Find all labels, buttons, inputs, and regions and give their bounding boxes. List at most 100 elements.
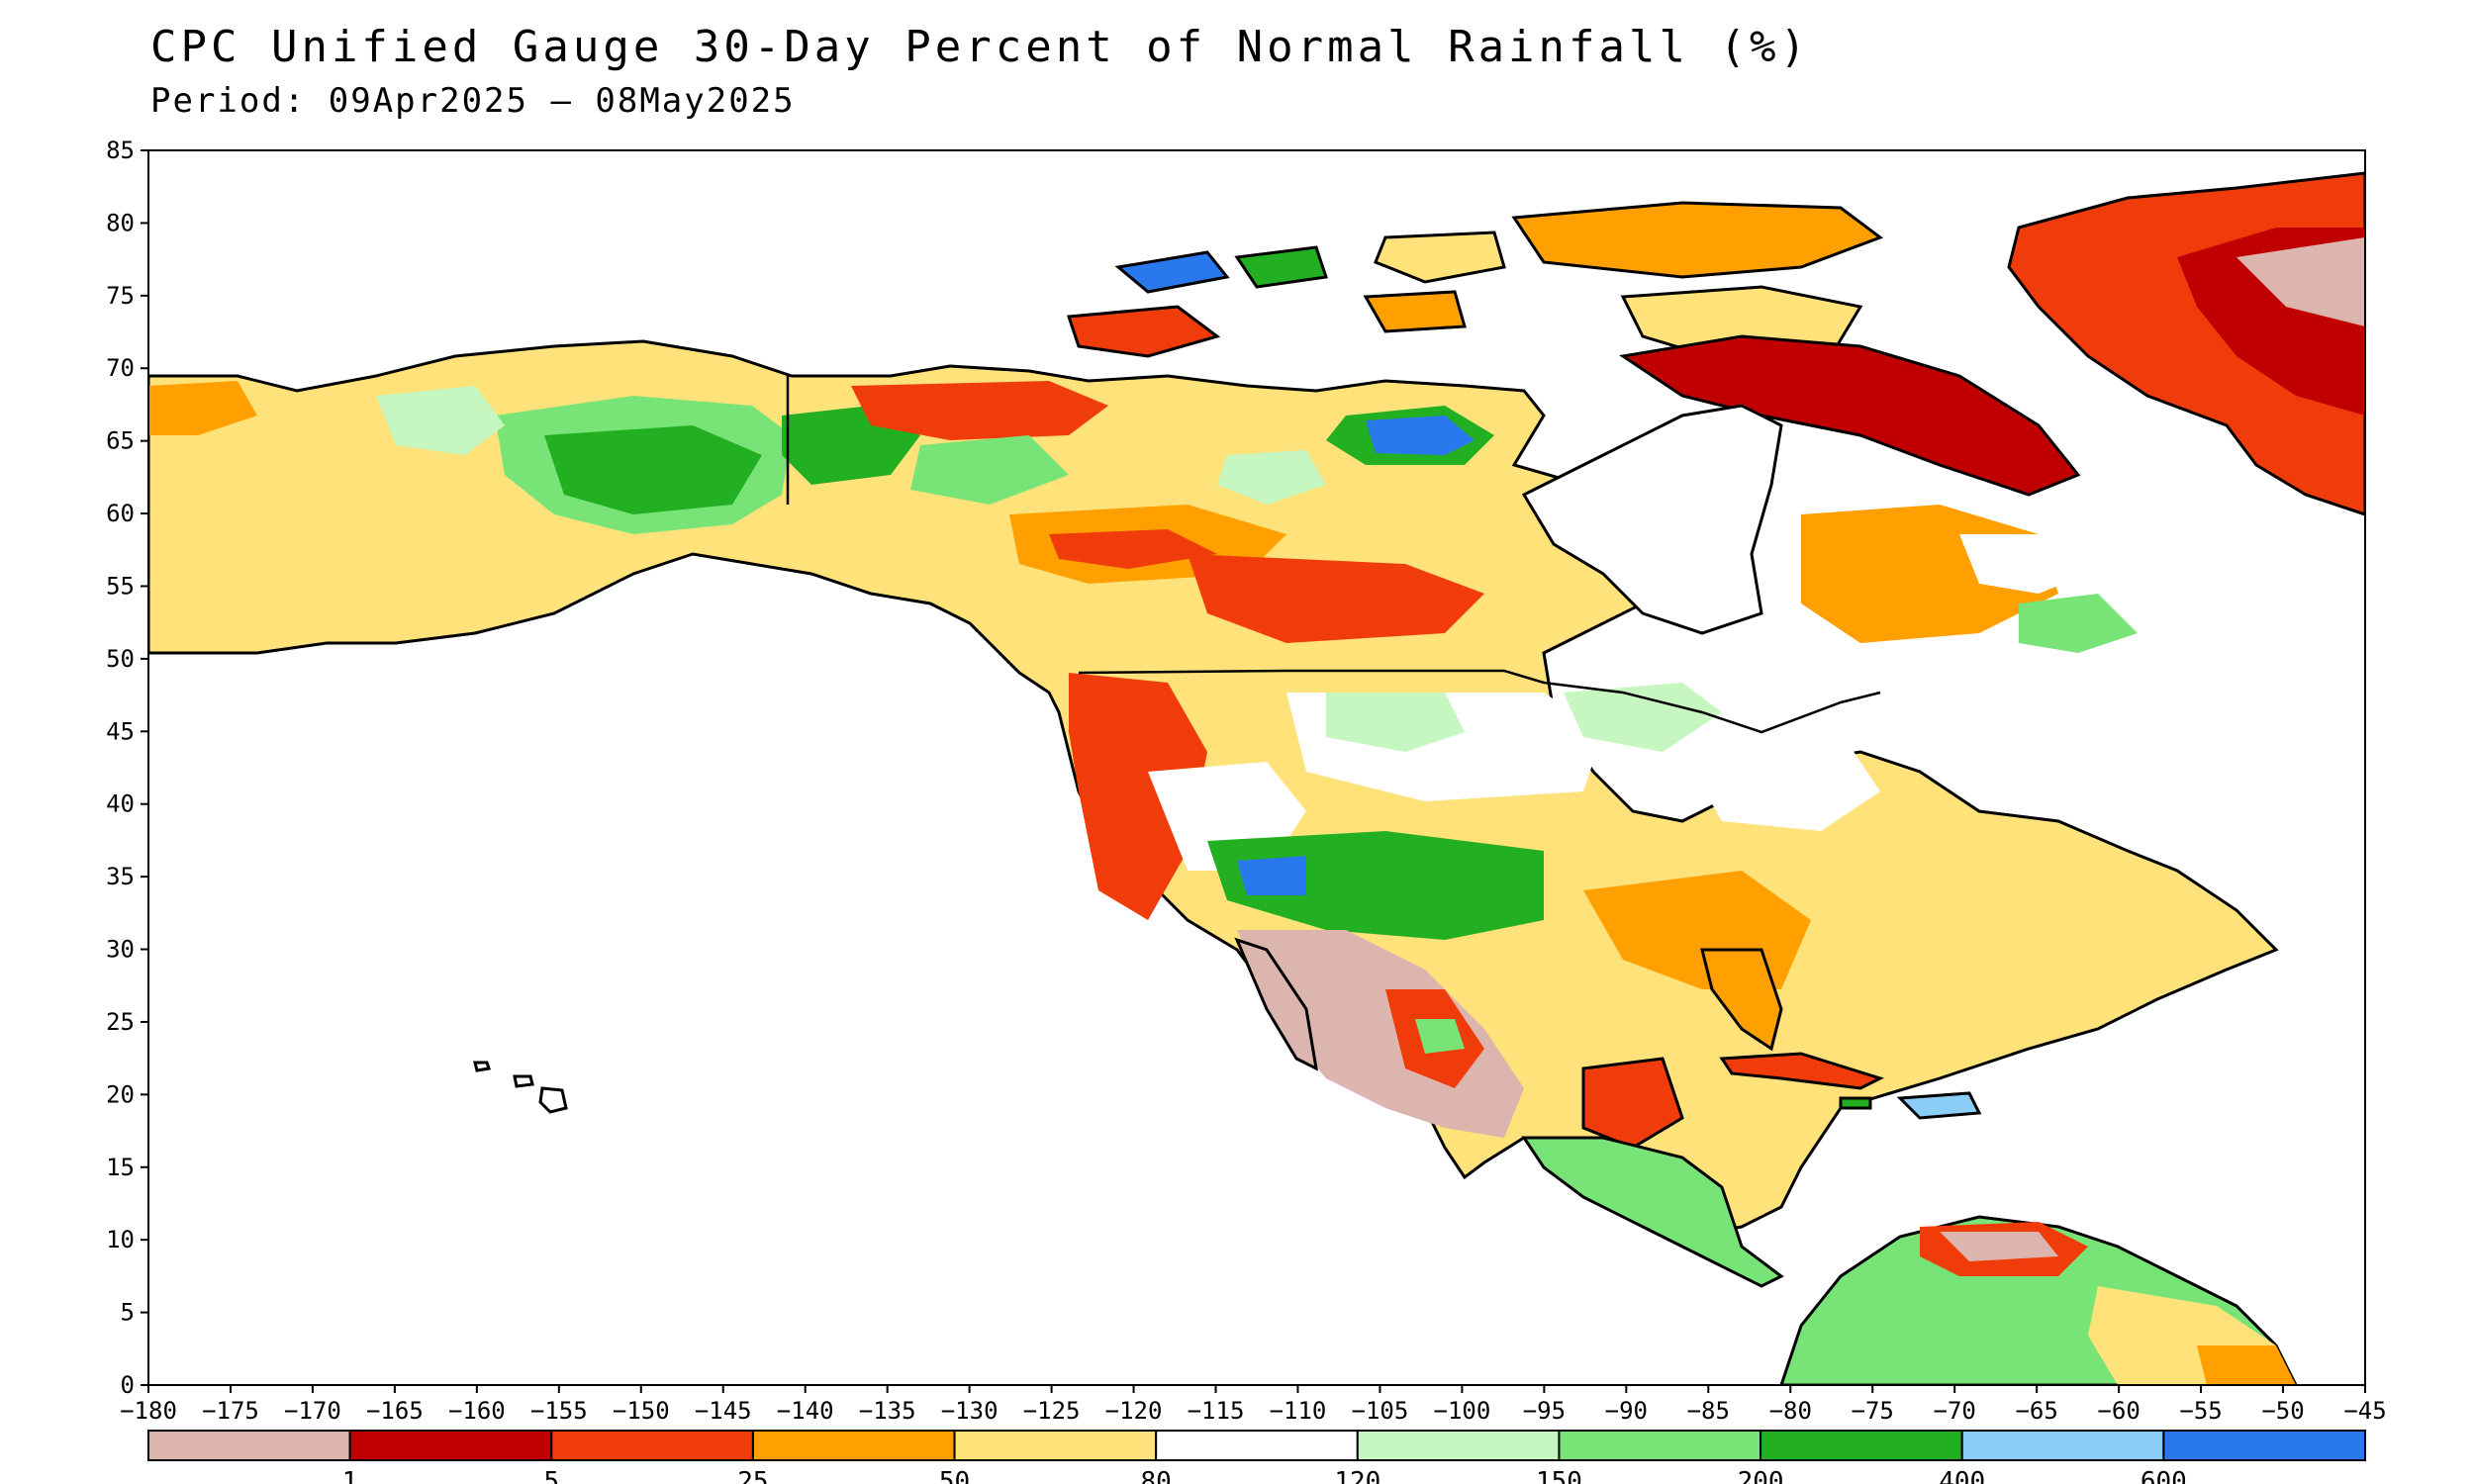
colorbar-swatch xyxy=(953,1430,1158,1461)
lat-tick-label: 45 xyxy=(106,717,135,745)
arctic-island-2 xyxy=(1374,231,1506,284)
lat-tick-label: 0 xyxy=(121,1371,135,1399)
mexico-green-patch xyxy=(1415,1019,1465,1054)
colorbar-swatch xyxy=(1760,1430,1963,1461)
colorbar-label: 200 xyxy=(1738,1467,1784,1484)
colorbar-swatch xyxy=(550,1430,754,1461)
colorbar-label: 400 xyxy=(1939,1467,1985,1484)
colorbar-swatch xyxy=(1356,1430,1561,1461)
colorbar-label: 5 xyxy=(543,1467,559,1484)
southern-plains-wet-core xyxy=(1237,856,1306,895)
lat-tick-label: 40 xyxy=(106,790,135,818)
lon-tick-label: −180 xyxy=(120,1397,177,1425)
quebec-green-patch xyxy=(2019,594,2138,653)
arctic-island-5 xyxy=(1114,250,1230,294)
lon-tick-label: −85 xyxy=(1687,1397,1730,1425)
lon-tick-label: −50 xyxy=(2261,1397,2304,1425)
lat-tick-label: 30 xyxy=(106,936,135,964)
alaska-very-wet-core xyxy=(544,425,762,514)
arctic-island-7 xyxy=(1363,290,1467,333)
colorbar-swatch xyxy=(1960,1430,2165,1461)
lon-tick-label: −65 xyxy=(2015,1397,2057,1425)
yucatan-dry xyxy=(1581,1057,1684,1150)
lon-tick-label: −110 xyxy=(1270,1397,1327,1425)
lon-tick-label: −170 xyxy=(284,1397,341,1425)
colorbar-label: 50 xyxy=(939,1467,970,1484)
great-lakes-green xyxy=(1564,683,1722,752)
lat-tick-label: 85 xyxy=(106,137,135,164)
colorbar-label: 120 xyxy=(1334,1467,1380,1484)
arctic-island-4 xyxy=(1066,305,1221,358)
central-america xyxy=(1521,1136,1784,1288)
lat-tick-label: 10 xyxy=(106,1226,135,1253)
lat-tick-label: 75 xyxy=(106,282,135,310)
colorbar-label: 80 xyxy=(1141,1467,1172,1484)
colorbar-swatch xyxy=(147,1430,351,1461)
lon-tick-label: −75 xyxy=(1852,1397,1894,1425)
lon-tick-label: −150 xyxy=(613,1397,670,1425)
us-canada-border xyxy=(1078,669,1881,734)
lat-tick-label: 70 xyxy=(106,354,135,382)
lat-tick-label: 20 xyxy=(106,1080,135,1108)
yukon-dry-band xyxy=(851,381,1108,440)
colorbar: 1 5 25 50 80 120 150 200 400 600 xyxy=(147,1430,2366,1484)
lat-tick-label: 80 xyxy=(106,209,135,236)
latitude-axis: 0 5 10 15 20 25 30 35 40 45 50 55 60 65 70 75 80 85 xyxy=(106,137,148,1399)
cuba xyxy=(1719,1052,1884,1090)
greenland-interior xyxy=(2236,237,2365,326)
lon-tick-label: −140 xyxy=(777,1397,834,1425)
lon-tick-label: −145 xyxy=(695,1397,752,1425)
central-canada-green xyxy=(1217,450,1326,505)
lon-tick-label: −165 xyxy=(366,1397,424,1425)
lon-tick-label: −45 xyxy=(2343,1397,2386,1425)
lon-tick-label: −135 xyxy=(859,1397,916,1425)
colorbar-swatch xyxy=(751,1430,956,1461)
lon-tick-label: −120 xyxy=(1105,1397,1163,1425)
hudson-bay xyxy=(1521,404,1783,635)
colorbar-label: 150 xyxy=(1536,1467,1582,1484)
lon-tick-label: −160 xyxy=(448,1397,506,1425)
lat-tick-label: 35 xyxy=(106,863,135,890)
prairie-dry-band xyxy=(1188,554,1484,643)
colorbar-swatch xyxy=(1155,1430,1359,1461)
lon-tick-label: −175 xyxy=(202,1397,259,1425)
lon-tick-label: −100 xyxy=(1434,1397,1491,1425)
hawaii-oahu xyxy=(473,1061,491,1072)
lat-tick-label: 50 xyxy=(106,645,135,673)
colorbar-swatch xyxy=(2162,1430,2366,1461)
florida-peninsula xyxy=(1700,948,1783,1052)
lon-tick-label: −125 xyxy=(1023,1397,1081,1425)
longitude-axis: −180 −175 −170 −165 −160 −155 −150 −145 −140 −135… xyxy=(120,1385,2387,1425)
lon-tick-label: −60 xyxy=(2097,1397,2140,1425)
lon-tick-label: −95 xyxy=(1523,1397,1566,1425)
lon-tick-label: −155 xyxy=(530,1397,588,1425)
venezuela-very-dry xyxy=(1940,1232,2058,1261)
arctic-island-6 xyxy=(1234,245,1328,289)
great-slave-very-wet xyxy=(1366,416,1475,455)
baja-california xyxy=(1234,937,1318,1071)
lon-tick-label: −80 xyxy=(1769,1397,1812,1425)
lat-tick-label: 60 xyxy=(106,500,135,527)
jamaica xyxy=(1839,1096,1872,1110)
hawaii-big-island xyxy=(538,1086,568,1114)
west-coast-dry xyxy=(1069,673,1207,920)
alaska-west-orange xyxy=(148,381,257,435)
lon-tick-label: −55 xyxy=(2179,1397,2222,1425)
hawaii-maui xyxy=(513,1074,534,1088)
colorbar-label: 25 xyxy=(737,1467,768,1484)
northern-plains-green xyxy=(1326,693,1465,752)
lat-tick-label: 15 xyxy=(106,1154,135,1181)
hispaniola xyxy=(1896,1091,1982,1120)
colorbar-label: 1 xyxy=(342,1467,358,1484)
lon-tick-label: −70 xyxy=(1934,1397,1976,1425)
colorbar-swatch xyxy=(348,1430,553,1461)
labrador-white xyxy=(1959,534,2088,594)
northeast-brazil-orange xyxy=(2197,1345,2296,1385)
arctic-island-1 xyxy=(1511,201,1884,279)
precipitation-field xyxy=(148,171,2365,1385)
bc-dry-core xyxy=(1049,529,1217,569)
colorbar-swatch xyxy=(1558,1430,1762,1461)
period-subtitle: Period: 09Apr2025 – 08May2025 xyxy=(150,81,796,121)
lon-tick-label: −90 xyxy=(1605,1397,1648,1425)
